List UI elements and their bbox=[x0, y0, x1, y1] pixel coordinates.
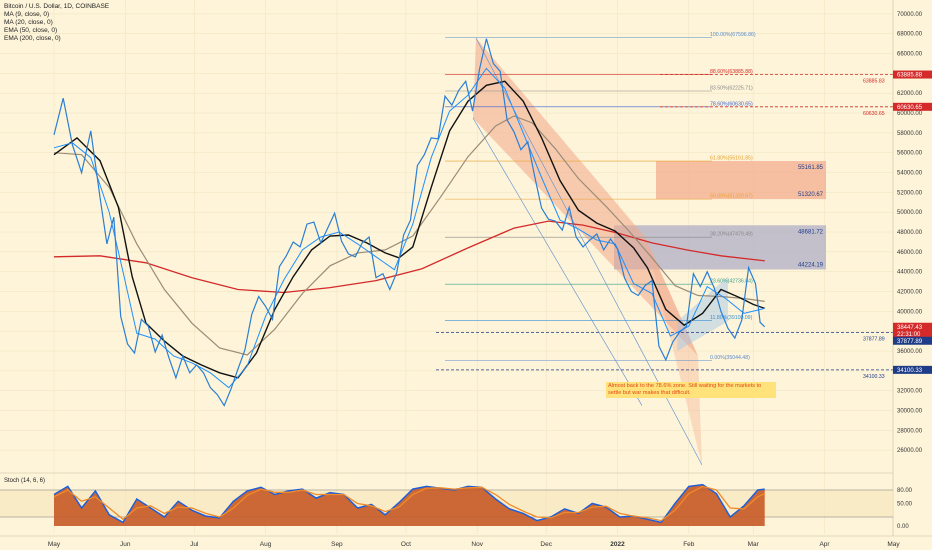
fib-label: 11.80%(39100.09) bbox=[710, 315, 753, 321]
x-tick-label: Nov bbox=[471, 541, 483, 548]
channel-extension bbox=[645, 237, 702, 466]
price-badge-label: 63885.88 bbox=[897, 73, 923, 79]
downtrend-channel bbox=[473, 38, 698, 356]
stoch-k-line bbox=[53, 483, 765, 524]
zone-top-label: 48681.72 bbox=[798, 229, 824, 235]
fib-label: 83.50%(62225.71) bbox=[710, 85, 753, 91]
ma20-line bbox=[53, 80, 765, 379]
x-tick-label: May bbox=[48, 541, 61, 548]
x-tick-label: Jun bbox=[120, 541, 131, 548]
stoch-k-area bbox=[54, 484, 765, 526]
y-tick-label: 60000.00 bbox=[897, 111, 923, 117]
y-tick-label: 54000.00 bbox=[897, 171, 923, 177]
fib-label: 100.00%(67596.86) bbox=[710, 32, 756, 38]
x-tick-label: Mar bbox=[748, 541, 760, 548]
y-tick-label: 42000.00 bbox=[897, 290, 923, 296]
fib-label: 0.00%(35044.48) bbox=[710, 355, 750, 361]
ema50-line bbox=[53, 115, 765, 356]
fib-label: 61.80%(55161.85) bbox=[710, 156, 753, 162]
y-tick-label: 28000.00 bbox=[897, 428, 923, 434]
y-tick-label: 30000.00 bbox=[897, 409, 923, 415]
stoch-d-line bbox=[53, 485, 765, 522]
price-badge-label: 60630.65 bbox=[897, 105, 923, 111]
y-tick-label: 70000.00 bbox=[897, 12, 923, 18]
price-axis-bg bbox=[893, 0, 932, 550]
fib-label: 23.60%(42736.84) bbox=[710, 279, 753, 285]
dashed-level-label: 34100.33 bbox=[863, 374, 885, 380]
zone-top-label: 55161.85 bbox=[798, 165, 824, 171]
indicator-ma9-label[interactable]: MA (9, close, 0) bbox=[4, 11, 50, 18]
stoch-tick-label: 80.00 bbox=[897, 488, 913, 494]
y-tick-label: 56000.00 bbox=[897, 151, 923, 157]
y-tick-label: 36000.00 bbox=[897, 349, 923, 355]
price-badge bbox=[893, 336, 932, 345]
y-tick-label: 66000.00 bbox=[897, 52, 923, 58]
fib-label: 88.60%(63885.88) bbox=[710, 69, 753, 75]
channel-lower-line bbox=[472, 117, 643, 406]
y-tick-label: 26000.00 bbox=[897, 448, 923, 454]
stoch-tick-label: 0.00 bbox=[897, 524, 909, 530]
fib-label: 38.20%(47479.49) bbox=[710, 232, 753, 238]
fib-label: 50.00%(51320.67) bbox=[710, 194, 753, 200]
x-tick-label: Jul bbox=[190, 541, 199, 548]
ema200-line bbox=[53, 220, 765, 294]
price-badge-label: 38447.43 bbox=[897, 325, 923, 331]
price-badge bbox=[893, 102, 932, 111]
x-tick-label: 2022 bbox=[610, 541, 625, 548]
y-tick-label: 46000.00 bbox=[897, 250, 923, 256]
y-tick-label: 32000.00 bbox=[897, 389, 923, 395]
dashed-level-label: 60630.65 bbox=[863, 111, 885, 117]
zone-bottom-label: 44224.19 bbox=[798, 262, 824, 268]
fib-label: 78.60%(60630.65) bbox=[710, 101, 753, 107]
price-badge-label: 34100.33 bbox=[897, 368, 923, 374]
dashed-level-label: 63885.83 bbox=[863, 79, 885, 85]
y-tick-label: 50000.00 bbox=[897, 210, 923, 216]
indicator-ema200-label[interactable]: EMA (200, close, 0) bbox=[4, 35, 61, 42]
y-tick-label: 68000.00 bbox=[897, 32, 923, 38]
y-tick-label: 62000.00 bbox=[897, 91, 923, 97]
stoch-label: Stoch (14, 6, 6) bbox=[4, 478, 45, 484]
x-tick-label: Sep bbox=[331, 541, 343, 548]
x-tick-label: Dec bbox=[540, 541, 552, 548]
y-tick-label: 40000.00 bbox=[897, 309, 923, 315]
price-badge-label: 22:31:00 bbox=[897, 332, 921, 338]
price-badge-label: 37877.89 bbox=[897, 339, 923, 345]
y-tick-label: 44000.00 bbox=[897, 270, 923, 276]
stoch-tick-label: 50.00 bbox=[897, 502, 913, 508]
annotation-text: Almost back to the 78.6% zone. Still wai… bbox=[606, 381, 776, 398]
indicator-ema50-label[interactable]: EMA (50, close, 0) bbox=[4, 27, 58, 34]
chart-legend: Bitcoin / U.S. Dollar, 1D, COINBASE MA (… bbox=[4, 3, 109, 43]
price-badge bbox=[893, 329, 932, 338]
y-tick-label: 58000.00 bbox=[897, 131, 923, 137]
x-tick-label: Apr bbox=[819, 541, 830, 548]
x-tick-label: May bbox=[887, 541, 900, 548]
indicator-ma20-label[interactable]: MA (20, close, 0) bbox=[4, 19, 53, 26]
price-badge bbox=[893, 365, 932, 374]
symbol-title: Bitcoin / U.S. Dollar, 1D, COINBASE bbox=[4, 3, 110, 10]
x-tick-label: Feb bbox=[683, 541, 695, 548]
zone-bottom-label: 51320.67 bbox=[798, 192, 824, 198]
x-tick-label: Aug bbox=[260, 541, 272, 548]
price-line bbox=[53, 38, 766, 407]
x-tick-label: Oct bbox=[401, 541, 411, 548]
y-tick-label: 48000.00 bbox=[897, 230, 923, 236]
price-badge bbox=[893, 70, 932, 79]
price-badge bbox=[893, 322, 932, 331]
y-tick-label: 52000.00 bbox=[897, 190, 923, 196]
zone-box bbox=[656, 161, 826, 200]
annotation-box: Almost back to the 78.6% zone. Still wai… bbox=[606, 381, 776, 398]
dashed-level-label: 37877.89 bbox=[863, 336, 885, 342]
